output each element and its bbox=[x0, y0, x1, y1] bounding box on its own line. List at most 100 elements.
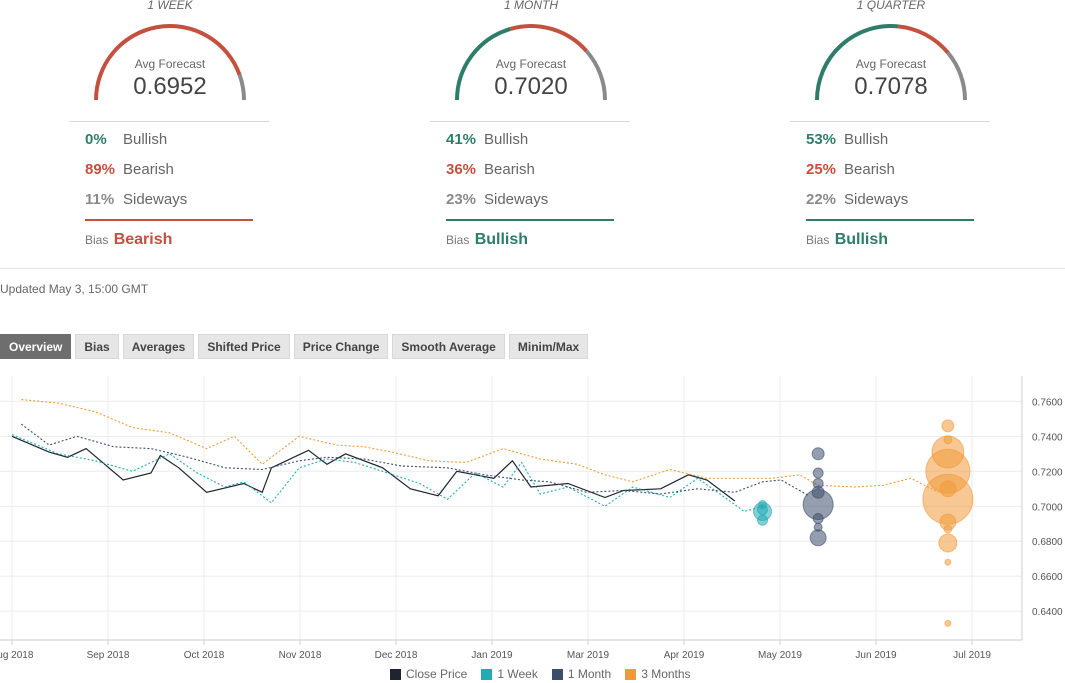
forecast-bubble bbox=[938, 533, 958, 553]
x-tick-label: Jun 2019 bbox=[855, 650, 897, 661]
bias-indicator: Bias Bearish bbox=[85, 231, 172, 249]
bias-label: Bias bbox=[806, 233, 830, 247]
series-line-1-month bbox=[20, 423, 810, 497]
forecast-gauge bbox=[455, 24, 607, 101]
gauge-arc-bullish bbox=[455, 27, 511, 101]
y-tick-label: 0.7000 bbox=[1032, 502, 1063, 513]
bullish-label: Bullish bbox=[123, 131, 168, 148]
bullish-row: 0% Bullish bbox=[85, 131, 167, 148]
bias-label: Bias bbox=[446, 233, 470, 247]
section-divider bbox=[0, 268, 1065, 269]
bearish-row: 89% Bearish bbox=[85, 161, 174, 178]
bullish-percent: 41% bbox=[446, 131, 477, 148]
gauge-arc-bearish bbox=[897, 24, 950, 55]
gauge-arc-sideways bbox=[237, 74, 246, 101]
legend-item-3-months[interactable]: 3 Months bbox=[625, 667, 691, 681]
bearish-row: 25% Bearish bbox=[806, 161, 895, 178]
tab-shifted-price[interactable]: Shifted Price bbox=[198, 334, 290, 359]
avg-forecast-value: 0.7020 bbox=[494, 73, 568, 100]
divider bbox=[790, 121, 990, 122]
x-tick-label: Apr 2019 bbox=[664, 650, 705, 661]
y-tick-label: 0.6600 bbox=[1032, 572, 1063, 583]
avg-forecast-label: Avg Forecast bbox=[855, 57, 927, 71]
bullish-label: Bullish bbox=[484, 131, 529, 148]
series-line-1-week bbox=[11, 434, 763, 513]
legend-swatch bbox=[390, 668, 401, 680]
tab-price-change[interactable]: Price Change bbox=[293, 334, 389, 359]
forecast-period: 1 WEEK bbox=[147, 0, 193, 12]
x-tick-label: Mar 2019 bbox=[567, 650, 610, 661]
forecast-bubble bbox=[811, 447, 825, 461]
legend-label: 1 Month bbox=[567, 667, 612, 681]
gauge-arc-sideways bbox=[946, 51, 967, 101]
tab-overview[interactable]: Overview bbox=[0, 334, 72, 359]
divider bbox=[69, 121, 269, 122]
y-tick-label: 0.6400 bbox=[1032, 607, 1063, 618]
forecast-bubble bbox=[944, 619, 952, 627]
gauge-arc-bullish bbox=[815, 24, 899, 101]
legend-item-1-month[interactable]: 1 Month bbox=[551, 667, 612, 681]
bias-value: Bullish bbox=[834, 231, 889, 248]
sideways-row: 22% Sideways bbox=[806, 191, 908, 208]
bias-indicator: Bias Bullish bbox=[806, 231, 888, 249]
forecast-bubble bbox=[809, 529, 827, 547]
sideways-percent: 23% bbox=[446, 191, 477, 208]
forecast-bubble bbox=[757, 514, 769, 526]
forecast-bubble bbox=[944, 558, 952, 566]
gauge-arc-bearish bbox=[509, 24, 589, 53]
bias-indicator: Bias Bullish bbox=[446, 231, 528, 249]
avg-forecast-label: Avg Forecast bbox=[495, 57, 567, 71]
bearish-label: Bearish bbox=[484, 161, 535, 178]
bias-underline bbox=[806, 219, 974, 221]
tab-bias[interactable]: Bias bbox=[75, 334, 119, 359]
bearish-percent: 89% bbox=[85, 161, 116, 178]
x-tick-label: Dec 2018 bbox=[375, 650, 418, 661]
forecast-chart: 0.6400 0.6600 0.6800 0.7000 0.7200 0.7400 0.76… bbox=[0, 376, 1063, 661]
bullish-row: 53% Bullish bbox=[806, 131, 888, 148]
bearish-label: Bearish bbox=[123, 161, 174, 178]
sideways-label: Sideways bbox=[844, 191, 909, 208]
forecast-bubble bbox=[943, 524, 953, 534]
bearish-percent: 36% bbox=[446, 161, 477, 178]
sideways-label: Sideways bbox=[484, 191, 549, 208]
legend-swatch bbox=[625, 668, 637, 680]
bias-value: Bullish bbox=[474, 231, 529, 248]
avg-forecast-value: 0.6952 bbox=[133, 73, 207, 100]
forecast-gauge bbox=[815, 24, 967, 101]
bias-underline bbox=[446, 219, 614, 221]
legend-label: 3 Months bbox=[641, 667, 691, 681]
series-line-close-price bbox=[11, 435, 736, 502]
gauge-arc-sideways bbox=[584, 49, 607, 101]
legend-item-1-week[interactable]: 1 Week bbox=[481, 667, 538, 681]
bearish-percent: 25% bbox=[806, 161, 837, 178]
chart-legend: Close Price 1 Week 1 Month 3 Months bbox=[390, 667, 691, 681]
legend-label: Close Price bbox=[406, 667, 468, 681]
legend-label: 1 Week bbox=[497, 667, 538, 681]
forecast-gauge bbox=[94, 24, 246, 101]
bullish-row: 41% Bullish bbox=[446, 131, 528, 148]
sideways-percent: 11% bbox=[85, 191, 115, 208]
x-tick-label: Aug 2018 bbox=[0, 650, 34, 661]
y-tick-label: 0.7600 bbox=[1032, 397, 1063, 408]
forecast-bubble bbox=[812, 512, 824, 524]
y-tick-label: 0.7400 bbox=[1032, 432, 1063, 443]
x-tick-label: Jan 2019 bbox=[471, 650, 513, 661]
tab-averages[interactable]: Averages bbox=[122, 334, 195, 359]
forecast-bubble bbox=[941, 419, 955, 433]
series-line-3-months bbox=[21, 399, 939, 493]
legend-item-close-price[interactable]: Close Price bbox=[390, 667, 467, 681]
forecast-period: 1 QUARTER bbox=[856, 0, 926, 12]
bias-label: Bias bbox=[85, 233, 109, 247]
y-tick-label: 0.6800 bbox=[1032, 537, 1063, 548]
y-tick-label: 0.7200 bbox=[1032, 467, 1063, 478]
bias-underline bbox=[85, 219, 253, 221]
forecast-bubble bbox=[812, 467, 824, 479]
x-tick-label: May 2019 bbox=[758, 650, 802, 661]
bullish-percent: 53% bbox=[806, 131, 837, 148]
tab-minim-max[interactable]: Minim/Max bbox=[508, 334, 589, 359]
updated-timestamp: Updated May 3, 15:00 GMT bbox=[0, 282, 149, 296]
gauge-arc-bearish bbox=[94, 24, 242, 101]
divider bbox=[430, 121, 630, 122]
tab-smooth-average[interactable]: Smooth Average bbox=[392, 334, 505, 359]
forecast-bubble bbox=[758, 500, 768, 510]
